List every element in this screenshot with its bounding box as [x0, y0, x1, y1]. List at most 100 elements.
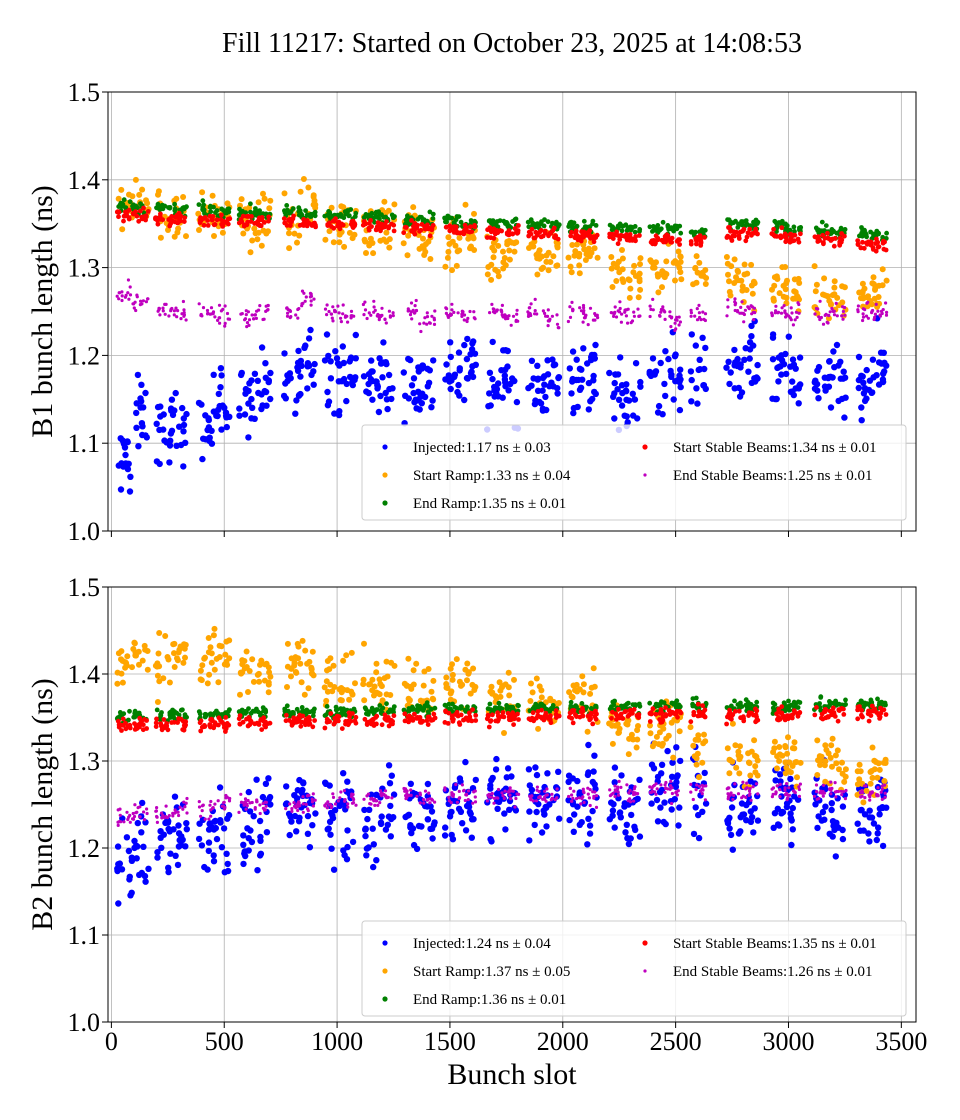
data-point [776, 758, 783, 764]
data-point [620, 312, 624, 316]
data-point [509, 323, 513, 327]
data-point [214, 217, 220, 223]
data-point [503, 221, 508, 227]
data-point [568, 269, 575, 276]
data-point [207, 213, 213, 219]
data-point [566, 224, 572, 230]
data-point [611, 379, 618, 387]
data-point [157, 306, 161, 310]
data-point [787, 810, 794, 817]
data-point [692, 265, 699, 272]
data-point [226, 317, 230, 321]
data-point [811, 385, 819, 392]
data-point [619, 320, 624, 324]
data-point [453, 262, 460, 269]
data-point [609, 812, 616, 819]
data-point [506, 316, 510, 321]
data-point [409, 301, 414, 305]
data-point [419, 393, 426, 400]
data-point [835, 314, 839, 318]
data-point [855, 384, 862, 392]
data-point [208, 209, 214, 215]
data-point [344, 827, 351, 834]
data-point [668, 314, 672, 318]
data-point [570, 300, 574, 304]
data-point [620, 716, 626, 721]
data-point [223, 304, 227, 308]
data-point [579, 673, 586, 680]
data-point [444, 685, 451, 691]
data-point [115, 861, 122, 868]
data-point [458, 712, 464, 718]
data-point [452, 226, 458, 232]
data-point [693, 279, 700, 286]
data-point [881, 308, 885, 312]
data-point [353, 210, 359, 216]
data-point [245, 213, 251, 219]
data-point [829, 374, 836, 381]
data-point [488, 235, 494, 241]
data-point [842, 227, 848, 232]
data-point [702, 707, 708, 713]
data-point [176, 210, 182, 216]
data-point [579, 309, 584, 313]
data-point [138, 381, 145, 388]
data-point [142, 810, 146, 814]
data-point [368, 357, 375, 364]
data-point [534, 387, 542, 394]
data-point [576, 262, 583, 269]
data-point [172, 716, 178, 722]
data-point [225, 311, 230, 316]
data-point [834, 747, 841, 754]
data-point [242, 803, 246, 807]
data-point [401, 230, 407, 236]
data-point [182, 654, 188, 661]
data-point [648, 800, 655, 807]
data-point [470, 816, 477, 823]
data-point [177, 813, 181, 818]
data-point [624, 232, 629, 238]
data-point [608, 254, 615, 260]
data-point [375, 707, 380, 713]
data-point [495, 242, 502, 249]
data-point [338, 222, 344, 228]
data-point [792, 365, 799, 372]
data-point [267, 369, 274, 377]
data-point [636, 275, 643, 282]
data-point [402, 718, 408, 724]
data-point [795, 236, 801, 242]
data-point [828, 806, 835, 814]
data-point [169, 720, 175, 725]
data-point [211, 233, 217, 239]
data-point [588, 306, 593, 310]
data-point [282, 208, 288, 214]
data-point [458, 219, 464, 225]
data-point [647, 722, 653, 729]
data-point [427, 209, 433, 215]
data-point [582, 224, 588, 230]
data-point [593, 223, 599, 228]
data-point [647, 372, 655, 380]
data-point [492, 266, 499, 273]
data-point [616, 725, 623, 732]
data-point [126, 278, 130, 282]
data-point [447, 385, 454, 393]
data-point [701, 731, 707, 738]
data-point [695, 834, 703, 842]
data-point [861, 318, 865, 323]
data-point [179, 404, 186, 412]
data-point [819, 219, 825, 225]
data-point [488, 261, 495, 268]
data-point [812, 288, 819, 295]
data-point [568, 699, 574, 705]
data-point [133, 803, 137, 807]
data-point [731, 346, 738, 354]
data-point [783, 294, 790, 301]
data-point [778, 235, 784, 241]
data-point [201, 216, 206, 221]
data-point [649, 307, 653, 311]
data-point [632, 314, 637, 318]
data-point [506, 247, 513, 254]
data-point [167, 814, 171, 818]
data-point [582, 309, 586, 313]
